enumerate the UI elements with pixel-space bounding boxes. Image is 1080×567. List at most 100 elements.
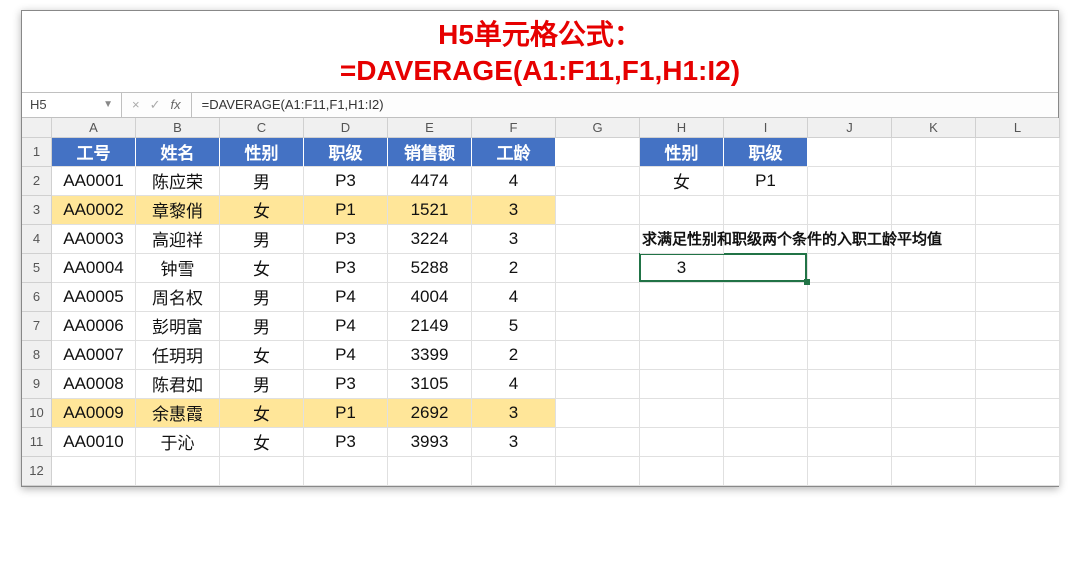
cell[interactable]: [640, 312, 724, 341]
column-header[interactable]: E: [388, 118, 472, 138]
cell[interactable]: 姓名: [136, 138, 220, 167]
cell[interactable]: AA0001: [52, 167, 136, 196]
row-header[interactable]: 7: [22, 312, 52, 341]
cell[interactable]: [220, 457, 304, 486]
cell[interactable]: 男: [220, 167, 304, 196]
column-header[interactable]: A: [52, 118, 136, 138]
cell[interactable]: 1521: [388, 196, 472, 225]
cell[interactable]: [640, 428, 724, 457]
cell[interactable]: P3: [304, 225, 388, 254]
cell[interactable]: [976, 283, 1060, 312]
cell[interactable]: [640, 341, 724, 370]
fx-icon[interactable]: fx: [171, 97, 181, 112]
cell[interactable]: [976, 167, 1060, 196]
cell[interactable]: [556, 457, 640, 486]
cell[interactable]: [724, 370, 808, 399]
cell[interactable]: [724, 254, 808, 283]
cell[interactable]: 高迎祥: [136, 225, 220, 254]
cell[interactable]: [892, 167, 976, 196]
cell[interactable]: 陈应荣: [136, 167, 220, 196]
cell[interactable]: [556, 138, 640, 167]
cell[interactable]: P3: [304, 254, 388, 283]
cell[interactable]: 钟雪: [136, 254, 220, 283]
cell[interactable]: 2692: [388, 399, 472, 428]
cell[interactable]: [724, 399, 808, 428]
cell[interactable]: [556, 370, 640, 399]
cell[interactable]: [472, 457, 556, 486]
cell[interactable]: 5288: [388, 254, 472, 283]
column-header[interactable]: G: [556, 118, 640, 138]
cell[interactable]: [976, 312, 1060, 341]
cell[interactable]: 女: [220, 196, 304, 225]
column-header[interactable]: F: [472, 118, 556, 138]
row-header[interactable]: 2: [22, 167, 52, 196]
cell[interactable]: 任玥玥: [136, 341, 220, 370]
select-all-corner[interactable]: [22, 118, 52, 138]
cell[interactable]: [556, 167, 640, 196]
cell[interactable]: 女: [640, 167, 724, 196]
cell[interactable]: 3: [472, 399, 556, 428]
cell[interactable]: [556, 225, 640, 254]
cell[interactable]: 2149: [388, 312, 472, 341]
cell[interactable]: [808, 254, 892, 283]
cell[interactable]: 陈君如: [136, 370, 220, 399]
cell[interactable]: [388, 457, 472, 486]
cell[interactable]: [724, 341, 808, 370]
cell[interactable]: 3399: [388, 341, 472, 370]
cell[interactable]: P4: [304, 312, 388, 341]
cell[interactable]: 男: [220, 312, 304, 341]
cell[interactable]: 女: [220, 428, 304, 457]
cell[interactable]: [976, 138, 1060, 167]
cell[interactable]: AA0003: [52, 225, 136, 254]
cell[interactable]: 4474: [388, 167, 472, 196]
cell[interactable]: 性别: [220, 138, 304, 167]
cell[interactable]: 工龄: [472, 138, 556, 167]
row-header[interactable]: 8: [22, 341, 52, 370]
cell[interactable]: [640, 399, 724, 428]
cell[interactable]: [724, 196, 808, 225]
cell[interactable]: [556, 254, 640, 283]
row-header[interactable]: 5: [22, 254, 52, 283]
row-header[interactable]: 1: [22, 138, 52, 167]
cell[interactable]: [640, 196, 724, 225]
cell[interactable]: 男: [220, 283, 304, 312]
cell[interactable]: [136, 457, 220, 486]
cell[interactable]: P3: [304, 370, 388, 399]
cancel-icon[interactable]: ×: [132, 97, 140, 112]
cell[interactable]: P3: [304, 167, 388, 196]
cell[interactable]: [976, 254, 1060, 283]
cell[interactable]: 女: [220, 341, 304, 370]
cell[interactable]: 余惠霞: [136, 399, 220, 428]
cell[interactable]: [724, 283, 808, 312]
column-header[interactable]: C: [220, 118, 304, 138]
cell[interactable]: 男: [220, 370, 304, 399]
cell[interactable]: [892, 370, 976, 399]
cell[interactable]: [892, 138, 976, 167]
cell[interactable]: [808, 370, 892, 399]
cell[interactable]: [724, 312, 808, 341]
cell[interactable]: 3993: [388, 428, 472, 457]
cell[interactable]: 工号: [52, 138, 136, 167]
cell[interactable]: [808, 138, 892, 167]
confirm-icon[interactable]: ✓: [150, 97, 161, 113]
cell[interactable]: P1: [724, 167, 808, 196]
row-header[interactable]: 3: [22, 196, 52, 225]
row-header[interactable]: 12: [22, 457, 52, 486]
cell[interactable]: 求满足性别和职级两个条件的入职工龄平均值: [640, 225, 724, 254]
cell[interactable]: [808, 341, 892, 370]
cell[interactable]: [892, 428, 976, 457]
cell[interactable]: [892, 254, 976, 283]
column-header[interactable]: L: [976, 118, 1060, 138]
cell[interactable]: [52, 457, 136, 486]
cell[interactable]: [892, 341, 976, 370]
cell[interactable]: [304, 457, 388, 486]
cell[interactable]: [808, 283, 892, 312]
cell[interactable]: 职级: [724, 138, 808, 167]
column-header[interactable]: H: [640, 118, 724, 138]
cell[interactable]: [892, 457, 976, 486]
cell[interactable]: [892, 312, 976, 341]
cell[interactable]: AA0006: [52, 312, 136, 341]
cell[interactable]: [976, 341, 1060, 370]
cell[interactable]: [640, 283, 724, 312]
cell[interactable]: [556, 399, 640, 428]
